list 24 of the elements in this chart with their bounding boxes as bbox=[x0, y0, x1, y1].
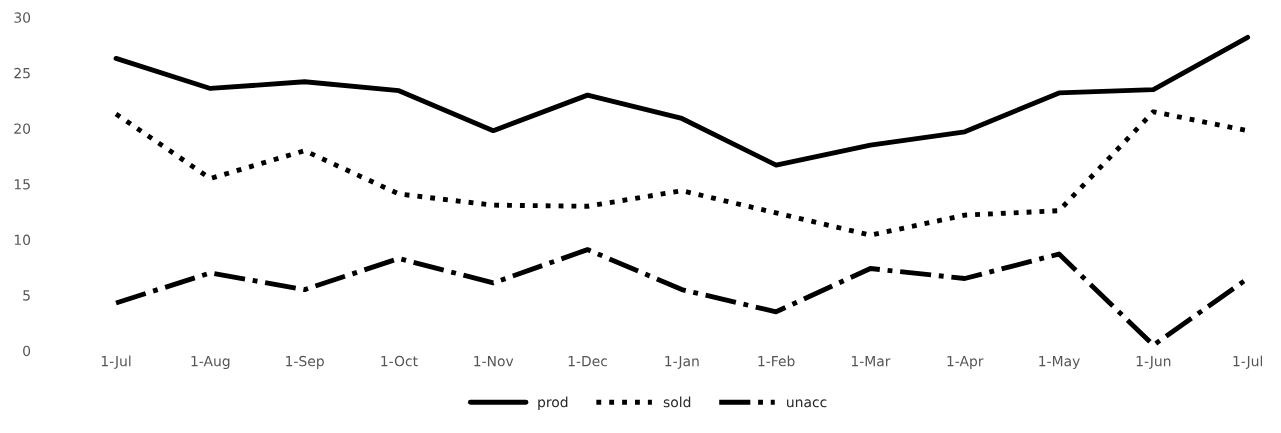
legend-label: sold bbox=[663, 396, 691, 408]
x-tick-label: 1-Jan bbox=[665, 356, 699, 369]
line-series bbox=[113, 34, 1251, 168]
y-tick-label: 5 bbox=[23, 290, 30, 301]
x-tick-label: 1-Mar bbox=[851, 356, 891, 367]
y-tick-label: 30 bbox=[14, 12, 31, 23]
y-tick-label: 0 bbox=[23, 345, 31, 357]
y-tick-label: 15 bbox=[14, 179, 30, 190]
y-tick-label: 20 bbox=[14, 123, 31, 134]
legend-label: prod bbox=[538, 396, 568, 411]
x-tick-label: 1-Aug bbox=[191, 356, 230, 370]
y-tick-label: 25 bbox=[14, 67, 30, 79]
x-tick-label: 1-May bbox=[1039, 356, 1080, 370]
x-tick-label: 1-Jul bbox=[101, 355, 131, 369]
x-tick-label: 1-Oct bbox=[381, 355, 418, 367]
x-tick-label: 1-Nov bbox=[474, 356, 514, 367]
legend-label: unacc bbox=[787, 399, 827, 408]
x-tick-label: 1-Jul bbox=[1233, 355, 1263, 369]
y-tick-label: 10 bbox=[14, 234, 31, 246]
x-tick-label: 1-Jun bbox=[1136, 356, 1171, 369]
x-tick-label: 1-Apr bbox=[947, 356, 984, 370]
x-tick-label: 1-Sep bbox=[286, 355, 324, 370]
x-tick-label: 1-Feb bbox=[758, 355, 795, 367]
x-tick-label: 1-Dec bbox=[568, 356, 608, 367]
